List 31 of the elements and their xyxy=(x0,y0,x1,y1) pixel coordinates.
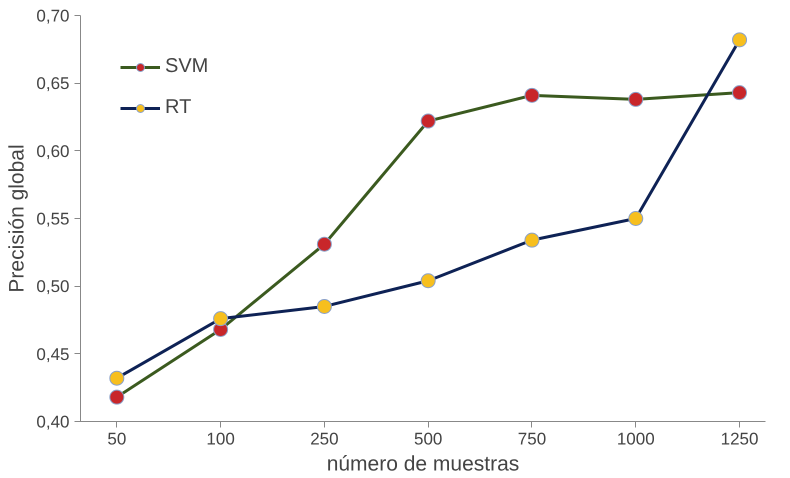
x-tick-label: 500 xyxy=(414,430,442,448)
x-tick-label: 100 xyxy=(206,430,235,448)
y-tick-label: 0,70 xyxy=(36,6,70,26)
point xyxy=(524,88,540,103)
point xyxy=(109,370,124,386)
y-tick-label: 0,45 xyxy=(36,344,70,364)
y-tick-label: 0,60 xyxy=(36,142,70,161)
y-tick-label: 0,65 xyxy=(36,74,70,94)
y-tick-label: 0,55 xyxy=(36,210,70,228)
point xyxy=(628,92,644,107)
legend-label: SVM xyxy=(165,55,208,78)
y-tick-label: 0,40 xyxy=(36,412,70,432)
point xyxy=(420,273,436,288)
x-tick-label: 750 xyxy=(518,430,546,448)
x-axis-title: número de muestras xyxy=(326,452,520,476)
point xyxy=(524,232,540,248)
legend-label: RT xyxy=(165,96,192,119)
point xyxy=(316,298,332,314)
y-tick-label: 0,50 xyxy=(36,277,70,296)
point xyxy=(109,390,124,405)
point xyxy=(628,211,644,226)
x-tick-label: 1250 xyxy=(720,430,758,448)
point xyxy=(420,114,436,129)
point xyxy=(213,311,228,326)
point xyxy=(316,236,332,252)
x-tick-label: 250 xyxy=(310,430,339,448)
y-axis-title: Precisión global xyxy=(5,144,28,293)
x-tick-label: 50 xyxy=(107,430,126,448)
x-tick-label: 1000 xyxy=(616,430,655,448)
point xyxy=(732,85,748,100)
point xyxy=(732,32,748,48)
